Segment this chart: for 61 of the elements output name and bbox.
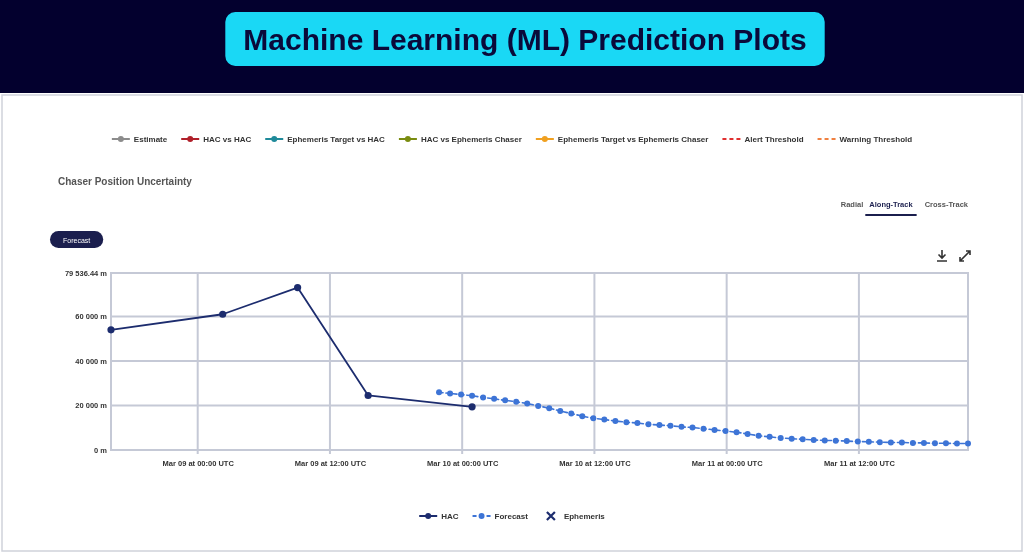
text: Machine Learning (ML) Prediction Plots	[243, 23, 807, 56]
legend-label: Warning Threshold	[839, 135, 913, 144]
point	[689, 424, 696, 431]
chart-title: Chaser Position Uncertainty	[58, 176, 193, 187]
point	[546, 405, 553, 412]
point	[568, 410, 575, 417]
point	[887, 439, 894, 446]
point	[480, 394, 487, 401]
point	[832, 437, 839, 444]
point	[535, 402, 542, 409]
point	[645, 421, 652, 428]
point	[777, 434, 784, 441]
point	[733, 429, 740, 436]
point	[953, 440, 960, 447]
point	[601, 416, 608, 423]
point	[491, 395, 498, 402]
point	[931, 440, 938, 447]
point	[799, 436, 806, 443]
point	[623, 419, 630, 426]
point	[700, 425, 707, 432]
point	[557, 408, 564, 415]
point	[843, 438, 850, 445]
point	[458, 391, 465, 398]
legend-label: Forecast	[494, 512, 529, 521]
point	[788, 435, 795, 442]
point	[667, 422, 674, 429]
point	[766, 433, 773, 440]
point	[656, 422, 663, 429]
point	[634, 420, 641, 427]
point	[711, 426, 718, 433]
legend-label: Ephemeris Target vs Ephemeris Chaser	[557, 135, 709, 144]
point	[590, 415, 597, 422]
point	[579, 413, 586, 420]
legend-label: Ephemeris Target vs HAC	[287, 135, 386, 144]
point	[965, 440, 971, 447]
point	[469, 392, 476, 399]
point	[854, 438, 861, 445]
point	[612, 418, 619, 425]
legend-label: Alert Threshold	[744, 135, 804, 144]
point	[744, 430, 751, 437]
point	[821, 437, 828, 444]
point	[678, 423, 685, 430]
point	[898, 439, 905, 446]
point	[447, 390, 454, 397]
point	[524, 400, 531, 407]
point	[755, 432, 762, 439]
point	[722, 428, 729, 435]
point	[876, 439, 883, 446]
point	[502, 397, 509, 404]
point	[513, 398, 520, 405]
point	[865, 438, 872, 445]
legend-label: HAC	[441, 512, 459, 521]
legend-label: Ephemeris	[563, 512, 606, 521]
legend-label: Estimate	[133, 135, 168, 144]
point	[436, 389, 443, 396]
point	[909, 439, 916, 446]
point	[810, 436, 817, 443]
point	[920, 439, 927, 446]
point	[942, 440, 949, 447]
legend-label: HAC vs HAC	[203, 135, 252, 144]
legend-label: HAC vs Ephemeris Chaser	[420, 135, 522, 144]
